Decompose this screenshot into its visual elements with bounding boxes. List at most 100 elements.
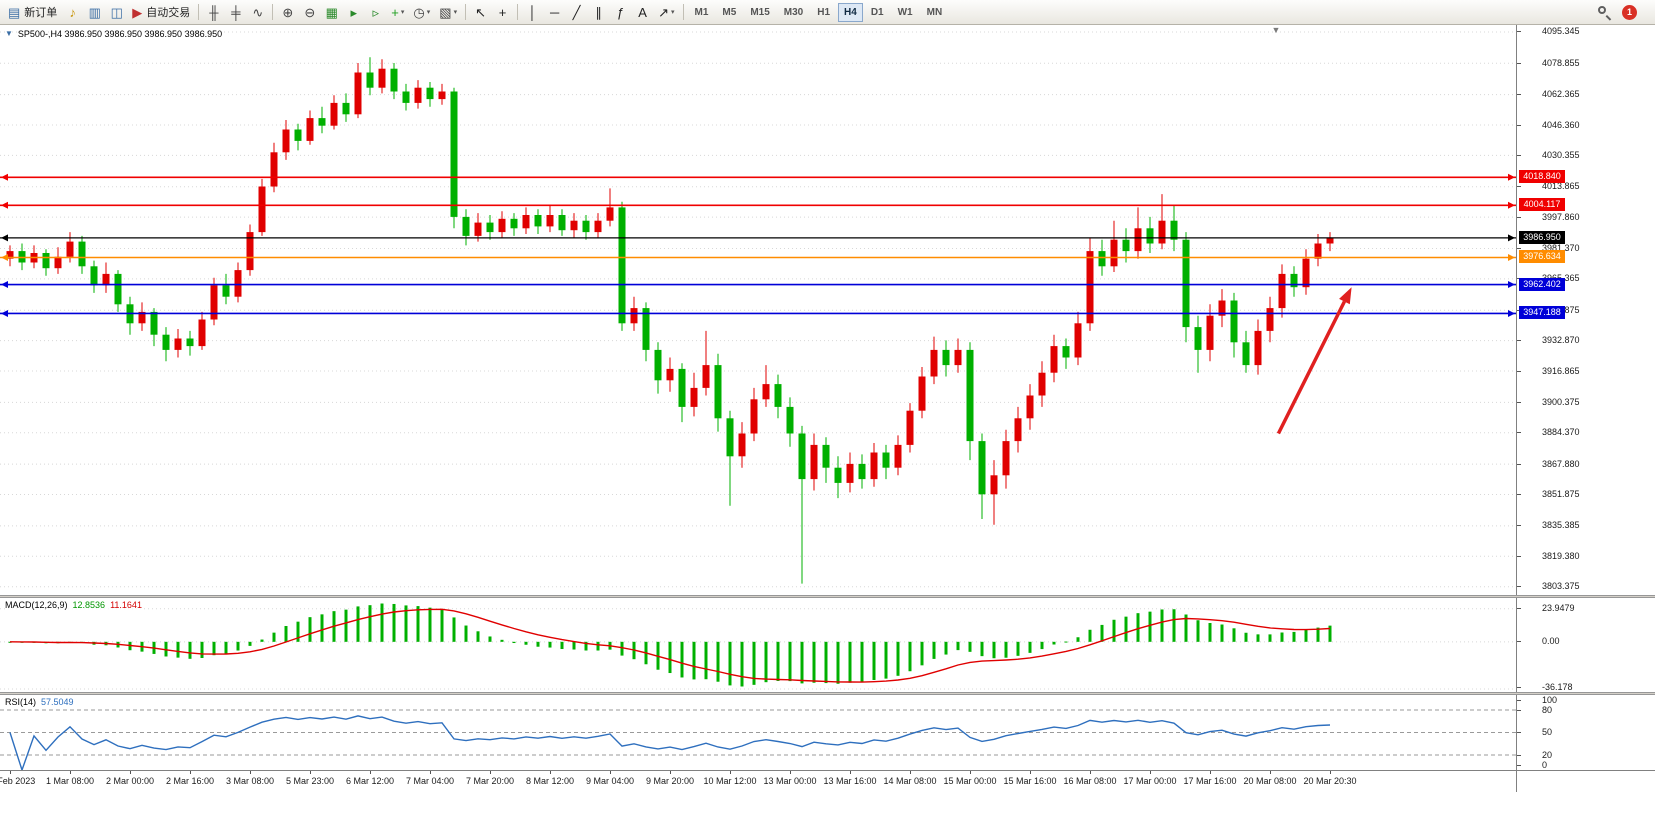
trendline-icon[interactable]: ╱ xyxy=(566,2,587,23)
equidistant-channel-icon[interactable]: ∥ xyxy=(588,2,609,23)
zoom-out-icon[interactable]: ⊖ xyxy=(299,2,320,23)
timeframe-button-W1[interactable]: W1 xyxy=(897,6,913,18)
macd-signal-line xyxy=(9,608,1331,683)
candle-down xyxy=(426,87,434,100)
candle-up xyxy=(546,215,554,227)
text-label-icon[interactable]: A xyxy=(632,2,653,23)
candlestick-chart-icon: ╪ xyxy=(231,4,241,20)
macd-histogram-bar xyxy=(1160,609,1164,642)
time-axis-label: 6 Mar 12:00 xyxy=(345,776,395,786)
macd-histogram-bar xyxy=(884,641,888,679)
horizontal-line-icon[interactable]: ─ xyxy=(544,2,565,23)
templates-icon: ▧ xyxy=(439,4,452,20)
time-axis-label: 20 Mar 20:30 xyxy=(1303,776,1357,786)
candle-down xyxy=(222,285,230,297)
timeframe-button-M30[interactable]: M30 xyxy=(783,6,804,18)
panel-separator[interactable] xyxy=(0,595,1655,598)
macd-histogram xyxy=(8,603,1332,687)
cursor-icon[interactable]: ↖ xyxy=(470,2,491,23)
macd-scale[interactable]: 23.9479 0.00 -36.178 xyxy=(1516,598,1655,692)
new-order-button[interactable]: ▤ 新订单 xyxy=(4,2,61,23)
candle-down xyxy=(942,349,950,366)
candle-up xyxy=(354,72,362,115)
templates-icon[interactable]: ▧ ▾ xyxy=(435,2,461,23)
price-scale-label: 3884.370 xyxy=(1517,427,1580,438)
price-scale-label: 3900.375 xyxy=(1517,396,1580,407)
tile-windows-icon[interactable]: ▦ xyxy=(321,2,342,23)
trend-arrow-annotation[interactable] xyxy=(1276,300,1347,435)
time-axis-label: 5 Mar 23:00 xyxy=(285,776,335,786)
rsi-value: 57.5049 xyxy=(41,697,74,707)
macd-signal-value: 11.1641 xyxy=(110,600,142,610)
timeframe-button-MN[interactable]: MN xyxy=(926,6,943,18)
level-price-badge: 3986.950 xyxy=(1519,230,1565,244)
one-click-trading-toggle-icon[interactable]: ▼ xyxy=(5,29,13,38)
macd-histogram-bar xyxy=(728,641,732,686)
macd-histogram-bar xyxy=(1304,629,1308,642)
chart-shift-marker-icon[interactable]: ▼ xyxy=(1271,25,1281,35)
candle-down xyxy=(654,349,662,381)
price-scale[interactable]: 4095.345 4078.855 4062.365 4046.360 4030.355… xyxy=(1516,25,1655,595)
time-axis-tick xyxy=(310,771,311,774)
macd-histogram-bar xyxy=(536,641,540,647)
rsi-header: RSI(14) 57.5049 xyxy=(5,697,74,707)
auto-scroll-icon[interactable]: ▸ xyxy=(343,2,364,23)
rsi-svg[interactable] xyxy=(0,695,1516,770)
chart-shift-icon[interactable]: ▹ xyxy=(365,2,386,23)
macd-svg[interactable] xyxy=(0,598,1516,692)
periods-clock-icon[interactable]: ◷ ▾ xyxy=(409,2,434,23)
candle-down xyxy=(402,91,410,103)
macd-histogram-bar xyxy=(992,641,996,659)
notification-badge[interactable]: 1 xyxy=(1622,4,1637,20)
macd-histogram-bar xyxy=(896,641,900,676)
macd-histogram-bar xyxy=(1112,619,1116,642)
timeframe-button-M1[interactable]: M1 xyxy=(694,6,709,18)
bar-chart-icon[interactable]: ╫ xyxy=(203,2,224,23)
horn-icon[interactable]: ♪ xyxy=(62,2,83,23)
panel-separator[interactable] xyxy=(0,692,1655,695)
price-scale-label: 3835.385 xyxy=(1517,520,1580,531)
macd-histogram-bar xyxy=(404,605,408,642)
trendline-icon: ╱ xyxy=(572,4,581,20)
candle-down xyxy=(582,220,590,233)
vertical-line-icon[interactable]: │ xyxy=(522,2,543,23)
candle-down xyxy=(366,72,374,88)
timeframe-button-M15[interactable]: M15 xyxy=(750,6,770,18)
macd-histogram-bar xyxy=(1172,609,1176,642)
arrows-tool-icon[interactable]: ↗ ▾ xyxy=(654,2,678,23)
macd-histogram-bar xyxy=(968,641,972,652)
new-chart-icon[interactable]: ▥ xyxy=(84,2,105,23)
profiles-icon: ◫ xyxy=(110,4,123,20)
macd-histogram-bar xyxy=(668,641,672,674)
candle-up xyxy=(198,319,206,347)
search-icon[interactable] xyxy=(1597,5,1612,20)
candle-down xyxy=(78,241,86,267)
autotrading-button[interactable]: ▶ 自动交易 xyxy=(128,2,194,23)
macd-histogram-bar xyxy=(1196,620,1200,642)
fibonacci-icon[interactable]: ƒ xyxy=(610,2,631,23)
time-axis-tick xyxy=(670,771,671,774)
candle-down xyxy=(534,215,542,227)
arrows-tool-icon: ↗ xyxy=(658,4,669,20)
candlestick-chart-icon[interactable]: ╪ xyxy=(225,2,246,23)
rsi-scale[interactable]: 100 80 50 20 0 xyxy=(1516,695,1655,770)
macd-histogram-bar xyxy=(836,641,840,684)
time-axis-tick xyxy=(250,771,251,774)
timeframe-button-H1[interactable]: H1 xyxy=(817,6,831,18)
crosshair-icon[interactable]: + xyxy=(492,2,513,23)
line-chart-icon[interactable]: ∿ xyxy=(247,2,268,23)
indicators-icon[interactable]: + ▾ xyxy=(387,2,408,23)
chart-shift-icon: ▹ xyxy=(372,4,380,20)
time-axis[interactable]: 28 Feb 2023 1 Mar 08:00 2 Mar 00:00 2 Mar 1… xyxy=(0,770,1516,792)
zoom-in-icon[interactable]: ⊕ xyxy=(277,2,298,23)
level-right-arrow-icon xyxy=(1508,281,1515,289)
price-chart-svg[interactable] xyxy=(0,25,1516,595)
macd-histogram-bar xyxy=(872,641,876,680)
macd-histogram-bar xyxy=(188,641,192,659)
profiles-icon[interactable]: ◫ xyxy=(106,2,127,23)
timeframe-button-H4[interactable]: H4 xyxy=(838,2,863,22)
timeframe-button-M5[interactable]: M5 xyxy=(722,6,737,18)
rsi-scale-label: 50 xyxy=(1516,727,1553,737)
macd-histogram-bar xyxy=(272,632,276,642)
timeframe-button-D1[interactable]: D1 xyxy=(870,6,884,18)
